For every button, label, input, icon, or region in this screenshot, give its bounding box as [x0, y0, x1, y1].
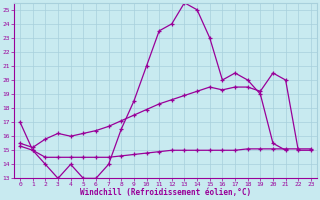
X-axis label: Windchill (Refroidissement éolien,°C): Windchill (Refroidissement éolien,°C): [80, 188, 251, 197]
